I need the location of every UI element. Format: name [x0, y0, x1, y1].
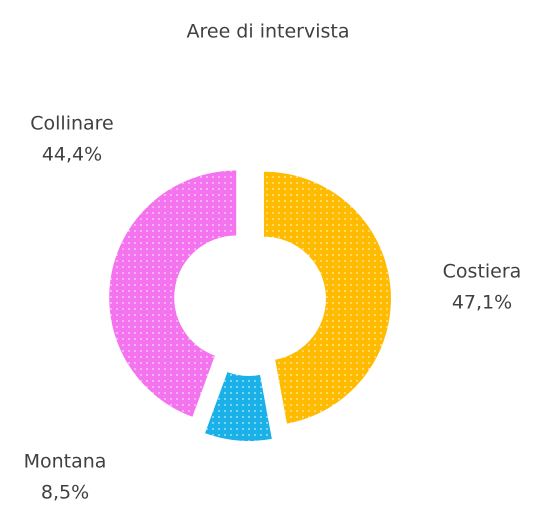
value-label: 8,5%: [41, 482, 89, 504]
category-label: Montana: [24, 451, 107, 473]
dot-texture: [109, 170, 237, 417]
category-label: Costiera: [443, 261, 522, 283]
chart-title: Aree di intervista: [187, 21, 350, 43]
value-label: 44,4%: [42, 144, 102, 166]
value-label: 47,1%: [452, 292, 512, 314]
category-label: Collinare: [30, 113, 114, 135]
dot-texture: [205, 372, 272, 441]
dot-texture: [263, 171, 391, 424]
